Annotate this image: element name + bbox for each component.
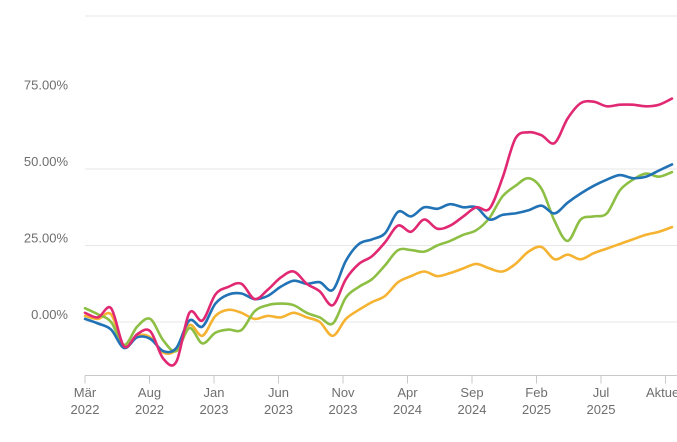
x-axis-label-year: 2024 bbox=[458, 402, 487, 417]
x-axis-label-year: 2024 bbox=[393, 402, 422, 417]
x-axis-label-month: Apr bbox=[397, 385, 418, 400]
x-axis-label-year: 2022 bbox=[135, 402, 164, 417]
x-axis-label-month: Aktuell bbox=[646, 385, 677, 400]
x-axis-label-month: Aug bbox=[138, 385, 161, 400]
x-axis-label-year: 2023 bbox=[200, 402, 229, 417]
x-axis-label-year: 2022 bbox=[71, 402, 100, 417]
y-axis-label: 50.00% bbox=[24, 154, 69, 169]
x-axis-label-year: 2023 bbox=[264, 402, 293, 417]
y-axis-label: 75.00% bbox=[24, 78, 69, 93]
x-axis-label-year: 2025 bbox=[522, 402, 551, 417]
x-axis-label-month: Jan bbox=[204, 385, 225, 400]
y-axis-label: 25.00% bbox=[24, 231, 69, 246]
x-axis-label-month: Mär bbox=[74, 385, 97, 400]
series-line-green[interactable] bbox=[83, 170, 674, 353]
x-axis-label-year: 2025 bbox=[587, 402, 616, 417]
x-axis-label-month: Sep bbox=[460, 385, 483, 400]
x-axis-label-month: Jun bbox=[268, 385, 289, 400]
x-axis-label-month: Nov bbox=[331, 385, 355, 400]
x-axis-label-month: Jul bbox=[593, 385, 610, 400]
series-line-yellow[interactable] bbox=[83, 225, 674, 356]
x-axis-label-year: 2023 bbox=[329, 402, 358, 417]
x-axis-label-month: Feb bbox=[525, 385, 547, 400]
series-line-magenta[interactable] bbox=[83, 97, 674, 367]
y-axis-label: 0.00% bbox=[31, 307, 68, 322]
